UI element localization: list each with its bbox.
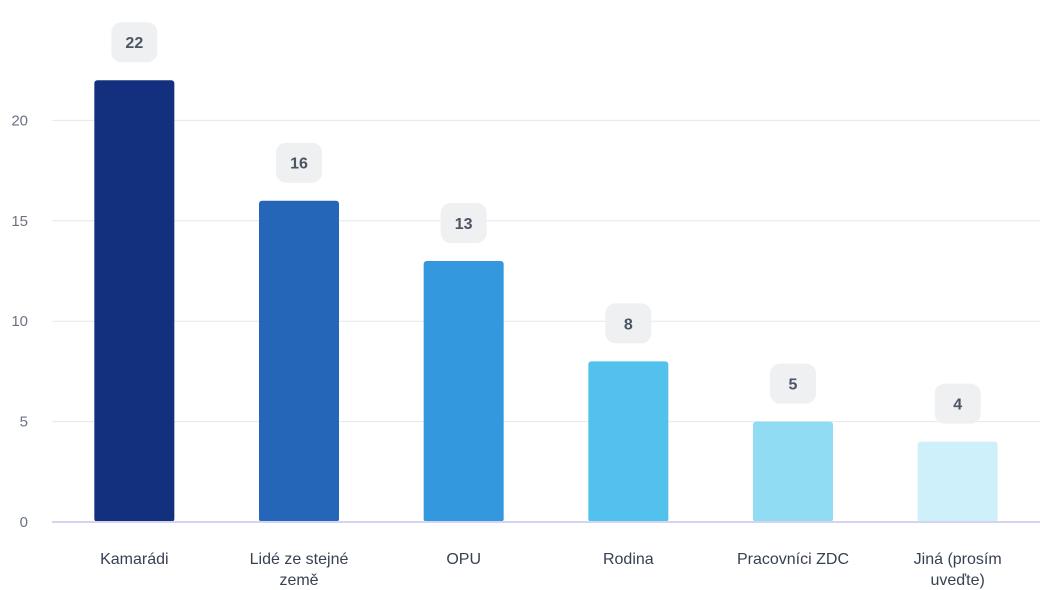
bar xyxy=(94,80,175,523)
x-category-label: Pracovníci ZDC xyxy=(737,551,849,568)
bar xyxy=(917,441,998,522)
y-tick-label: 0 xyxy=(20,514,28,531)
data-label: 13 xyxy=(455,216,473,233)
y-tick-label: 5 xyxy=(20,414,28,431)
bar xyxy=(588,361,669,522)
data-label: 16 xyxy=(290,156,308,173)
bar xyxy=(259,200,339,522)
data-label-bubble xyxy=(605,303,652,344)
y-tick-label: 20 xyxy=(11,112,28,129)
data-label: 8 xyxy=(624,316,633,333)
bar xyxy=(753,421,833,522)
x-category-label: Jiná (prosím uveďte) xyxy=(914,551,1002,589)
data-label-bubble xyxy=(770,363,816,404)
data-label-bubble xyxy=(111,22,158,63)
y-tick-label: 15 xyxy=(11,213,28,230)
data-label: 5 xyxy=(789,377,798,394)
x-category-label: Rodina xyxy=(603,551,654,568)
bar xyxy=(423,260,504,522)
x-category-label: OPU xyxy=(446,551,481,568)
data-label-bubble xyxy=(440,202,487,243)
data-label-bubble xyxy=(934,383,981,424)
data-label: 4 xyxy=(953,397,962,414)
data-label: 22 xyxy=(125,35,143,52)
x-category-label: Lidé ze stejné země xyxy=(250,551,349,589)
y-tick-label: 10 xyxy=(11,313,28,330)
data-label-bubble xyxy=(276,142,322,183)
x-category-label: Kamarádi xyxy=(100,551,168,568)
